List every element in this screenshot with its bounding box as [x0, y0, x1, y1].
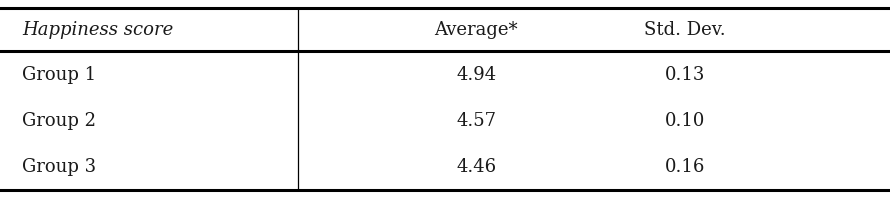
Text: 0.13: 0.13: [665, 66, 706, 84]
Text: Group 3: Group 3: [22, 158, 96, 176]
Text: Average*: Average*: [434, 21, 518, 39]
Text: 0.16: 0.16: [665, 158, 706, 176]
Text: Group 1: Group 1: [22, 66, 96, 84]
Text: 4.57: 4.57: [457, 112, 496, 130]
Text: 4.46: 4.46: [456, 158, 497, 176]
Text: 0.10: 0.10: [665, 112, 706, 130]
Text: 4.94: 4.94: [456, 66, 497, 84]
Text: Group 2: Group 2: [22, 112, 96, 130]
Text: Happiness score: Happiness score: [22, 21, 174, 39]
Text: Std. Dev.: Std. Dev.: [644, 21, 726, 39]
